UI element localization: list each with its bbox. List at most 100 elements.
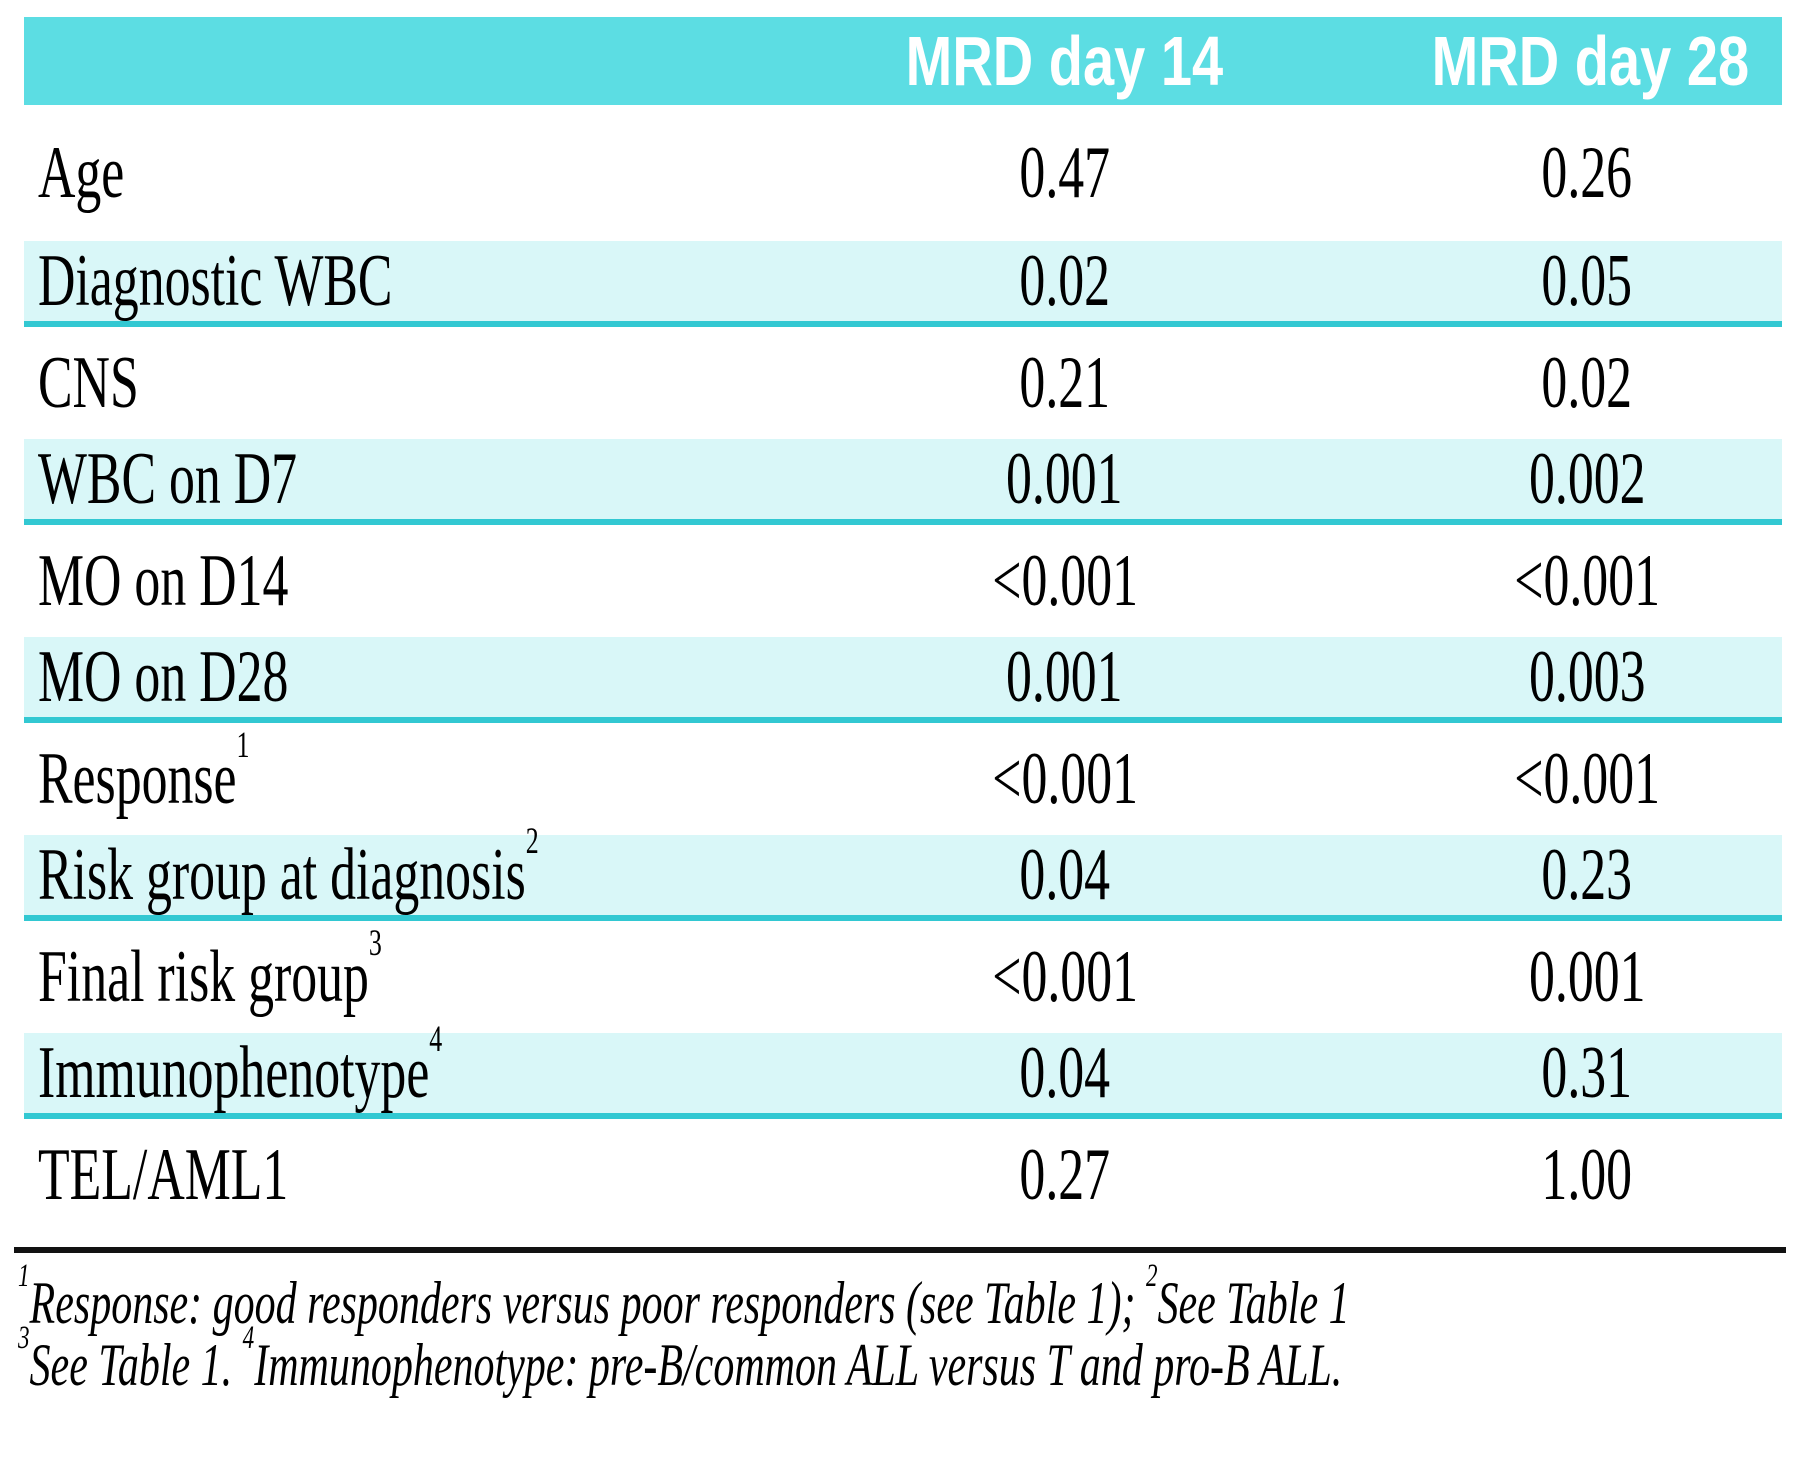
p-value-day14: 0.04 <box>1019 1032 1111 1114</box>
p-value-day14: 0.47 <box>1019 132 1111 214</box>
p-value-day28-cell: 0.002 <box>1392 442 1782 516</box>
p-value-day14-cell: 0.001 <box>738 442 1392 516</box>
p-value-day28: 0.003 <box>1528 636 1646 718</box>
table-row-age: Age 0.47 0.26 <box>24 105 1782 241</box>
p-value-day14-cell: 0.47 <box>738 136 1392 210</box>
p-value-day14: <0.001 <box>991 738 1138 820</box>
row-label-cell: CNS <box>24 346 738 420</box>
row-label-cell: MO on D28 <box>24 640 738 714</box>
table-row-response: Response1 <0.001 <0.001 <box>24 723 1782 835</box>
p-value-day14: 0.001 <box>1006 636 1123 718</box>
row-label-cell: Response1 <box>24 727 738 816</box>
p-value-day14-cell: 0.04 <box>738 1036 1392 1110</box>
p-value-day14: 0.04 <box>1019 834 1111 916</box>
row-label: Response <box>38 738 237 820</box>
table-row-diagnostic-wbc: Diagnostic WBC 0.02 0.05 <box>24 241 1782 327</box>
row-label-cell: Final risk group3 <box>24 925 738 1014</box>
p-value-day28-cell: <0.001 <box>1392 742 1782 816</box>
p-value-day14: 0.001 <box>1006 438 1123 520</box>
p-value-day28: 0.26 <box>1541 132 1633 214</box>
p-value-day14-cell: <0.001 <box>738 544 1392 618</box>
footnote-text: See Table 1. <box>29 1332 243 1398</box>
p-value-day14: <0.001 <box>991 540 1138 622</box>
p-value-day28-cell: 0.02 <box>1392 346 1782 420</box>
p-value-day14-cell: <0.001 <box>738 940 1392 1014</box>
table-row-immunophenotype: Immunophenotype4 0.04 0.31 <box>24 1021 1782 1119</box>
p-value-day28: 0.001 <box>1528 936 1646 1018</box>
p-value-day28: 0.23 <box>1541 834 1633 916</box>
p-value-day28: 0.31 <box>1541 1032 1633 1114</box>
footnote-superscript: 2 <box>1145 1257 1158 1294</box>
row-label-cell: Age <box>24 136 738 210</box>
p-value-day14: <0.001 <box>991 936 1138 1018</box>
p-value-day28: 0.05 <box>1541 240 1633 322</box>
row-label: Diagnostic WBC <box>38 240 393 322</box>
row-label: TEL/AML1 <box>38 1134 289 1216</box>
row-label: Final risk group <box>38 936 369 1018</box>
row-label-superscript: 2 <box>525 821 539 862</box>
table-header-row: MRD day 14 MRD day 28 <box>24 17 1782 105</box>
p-value-day14-cell: 0.21 <box>738 346 1392 420</box>
p-value-day28-cell: 0.05 <box>1392 244 1782 318</box>
p-value-day28-cell: 0.001 <box>1392 940 1782 1014</box>
row-label: CNS <box>38 342 139 424</box>
p-value-day14: 0.21 <box>1019 342 1111 424</box>
footnotes: 1Response: good responders versus poor r… <box>18 1259 1800 1398</box>
row-label-superscript: 1 <box>236 725 250 766</box>
p-value-day14-cell: 0.02 <box>738 244 1392 318</box>
row-label: MO on D28 <box>38 636 289 718</box>
p-value-day14-cell: 0.04 <box>738 838 1392 912</box>
footnote-text: Immunophenotype: pre-B/common ALL versus… <box>254 1332 1343 1398</box>
footnote-superscript: 1 <box>18 1257 30 1294</box>
p-value-day28: 0.002 <box>1528 438 1646 520</box>
p-value-table: MRD day 14 MRD day 28 Age 0.47 0.26 Diag… <box>24 17 1782 1231</box>
row-label-cell: WBC on D7 <box>24 442 738 516</box>
p-value-day14: 0.27 <box>1019 1134 1111 1216</box>
table-row-mo-on-d28: MO on D28 0.001 0.003 <box>24 637 1782 723</box>
header-cell-mrd-day-14: MRD day 14 <box>738 26 1392 96</box>
footnote-superscript: 3 <box>18 1319 30 1356</box>
row-label-cell: Risk group at diagnosis2 <box>24 823 738 912</box>
header-label-mrd-day-28: MRD day 28 <box>1431 22 1749 100</box>
table-row-final-risk-group: Final risk group3 <0.001 0.001 <box>24 921 1782 1033</box>
row-label: MO on D14 <box>38 540 289 622</box>
row-label: Immunophenotype <box>38 1032 430 1114</box>
p-value-day28: <0.001 <box>1513 540 1660 622</box>
header-cell-mrd-day-28: MRD day 28 <box>1392 26 1782 96</box>
p-value-day14-cell: <0.001 <box>738 742 1392 816</box>
row-label-cell: MO on D14 <box>24 544 738 618</box>
table-row-mo-on-d14: MO on D14 <0.001 <0.001 <box>24 525 1782 637</box>
table-row-risk-group-at-diagnosis: Risk group at diagnosis2 0.04 0.23 <box>24 823 1782 921</box>
p-value-day28-cell: 0.31 <box>1392 1036 1782 1110</box>
p-value-day14: 0.02 <box>1019 240 1111 322</box>
p-value-day28-cell: 0.23 <box>1392 838 1782 912</box>
table-row-wbc-on-d7: WBC on D7 0.001 0.002 <box>24 439 1782 525</box>
row-label: WBC on D7 <box>38 438 297 520</box>
row-label-superscript: 3 <box>368 923 382 964</box>
row-label-cell: Immunophenotype4 <box>24 1021 738 1110</box>
table-row-cns: CNS 0.21 0.02 <box>24 327 1782 439</box>
p-value-day28-cell: 1.00 <box>1392 1138 1782 1212</box>
footnote-text: Response: good responders versus poor re… <box>29 1270 1146 1336</box>
row-label-cell: Diagnostic WBC <box>24 244 738 318</box>
footnote-superscript: 4 <box>242 1319 255 1356</box>
p-value-day28: 0.02 <box>1541 342 1633 424</box>
footnote-line-2: 3See Table 1. 4Immunophenotype: pre-B/co… <box>18 1321 1800 1398</box>
table-row-tel-aml1: TEL/AML1 0.27 1.00 <box>24 1119 1782 1231</box>
p-value-day28-cell: 0.26 <box>1392 136 1782 210</box>
header-label-mrd-day-14: MRD day 14 <box>905 22 1224 100</box>
footnote-line-1: 1Response: good responders versus poor r… <box>18 1259 1800 1336</box>
row-label-cell: TEL/AML1 <box>24 1138 738 1212</box>
separator-rule <box>14 1247 1786 1253</box>
footnote-text: See Table 1 <box>1157 1270 1350 1336</box>
row-label: Age <box>38 132 125 214</box>
p-value-day28: 1.00 <box>1541 1134 1633 1216</box>
row-label: Risk group at diagnosis <box>38 834 526 916</box>
p-value-day14-cell: 0.001 <box>738 640 1392 714</box>
row-label-superscript: 4 <box>429 1019 443 1060</box>
p-value-day28: <0.001 <box>1513 738 1660 820</box>
p-value-day14-cell: 0.27 <box>738 1138 1392 1212</box>
p-value-day28-cell: 0.003 <box>1392 640 1782 714</box>
p-value-day28-cell: <0.001 <box>1392 544 1782 618</box>
